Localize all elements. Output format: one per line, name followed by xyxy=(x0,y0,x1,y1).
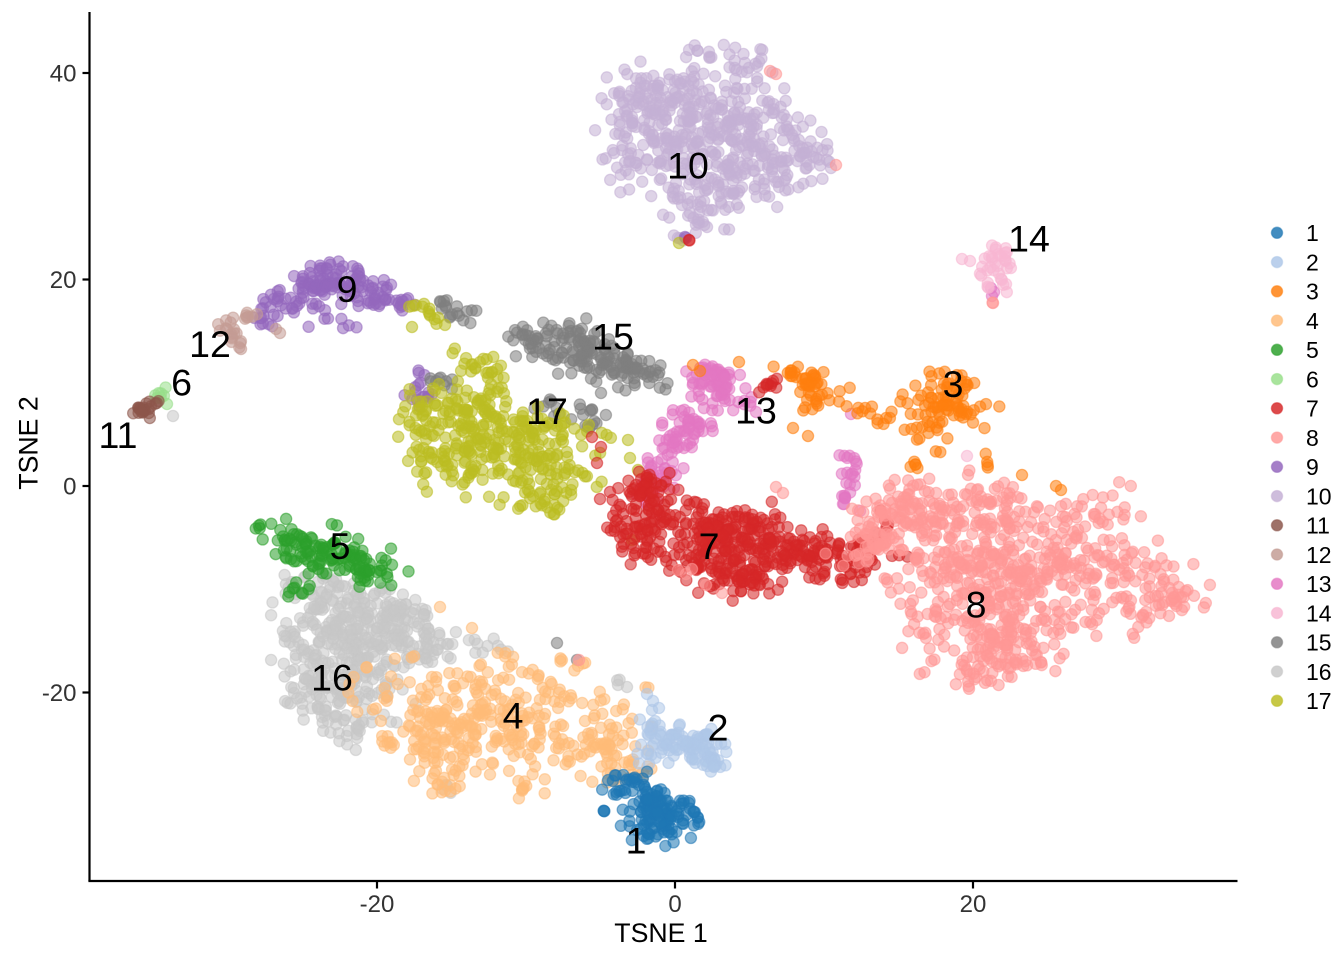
svg-text:12: 12 xyxy=(1306,542,1332,568)
svg-text:13: 13 xyxy=(735,389,777,431)
svg-text:0: 0 xyxy=(63,473,76,500)
svg-text:7: 7 xyxy=(1306,396,1319,422)
svg-text:9: 9 xyxy=(1306,454,1319,480)
svg-text:15: 15 xyxy=(592,316,634,358)
svg-text:14: 14 xyxy=(1008,218,1050,260)
svg-text:1: 1 xyxy=(1306,220,1319,246)
svg-text:11: 11 xyxy=(1306,513,1330,539)
svg-text:15: 15 xyxy=(1306,630,1332,656)
svg-text:5: 5 xyxy=(1306,337,1319,363)
svg-text:20: 20 xyxy=(960,891,987,918)
svg-text:6: 6 xyxy=(171,362,192,404)
svg-text:-20: -20 xyxy=(42,680,77,707)
svg-text:4: 4 xyxy=(503,695,524,737)
svg-text:1: 1 xyxy=(626,820,647,862)
svg-text:16: 16 xyxy=(311,657,353,699)
svg-text:0: 0 xyxy=(668,891,681,918)
svg-text:2: 2 xyxy=(1306,249,1319,275)
svg-text:17: 17 xyxy=(1306,688,1332,714)
svg-text:9: 9 xyxy=(337,268,358,310)
svg-text:3: 3 xyxy=(943,363,964,405)
svg-text:3: 3 xyxy=(1306,279,1319,305)
svg-text:-20: -20 xyxy=(360,891,395,918)
svg-text:10: 10 xyxy=(1306,483,1332,509)
svg-text:2: 2 xyxy=(708,707,729,749)
svg-text:4: 4 xyxy=(1306,308,1319,334)
svg-text:20: 20 xyxy=(50,267,77,294)
svg-text:16: 16 xyxy=(1306,659,1332,685)
svg-text:8: 8 xyxy=(1306,425,1319,451)
svg-text:12: 12 xyxy=(189,323,231,365)
svg-text:6: 6 xyxy=(1306,366,1319,392)
svg-text:7: 7 xyxy=(699,525,720,567)
svg-text:14: 14 xyxy=(1306,600,1332,626)
svg-text:11: 11 xyxy=(99,414,138,456)
svg-text:8: 8 xyxy=(966,583,987,625)
svg-text:TSNE 2: TSNE 2 xyxy=(14,396,44,489)
svg-text:17: 17 xyxy=(526,390,568,432)
svg-text:40: 40 xyxy=(50,60,77,87)
svg-text:10: 10 xyxy=(667,145,709,187)
svg-text:5: 5 xyxy=(330,525,351,567)
svg-text:TSNE 1: TSNE 1 xyxy=(614,918,707,948)
svg-text:13: 13 xyxy=(1306,571,1332,597)
